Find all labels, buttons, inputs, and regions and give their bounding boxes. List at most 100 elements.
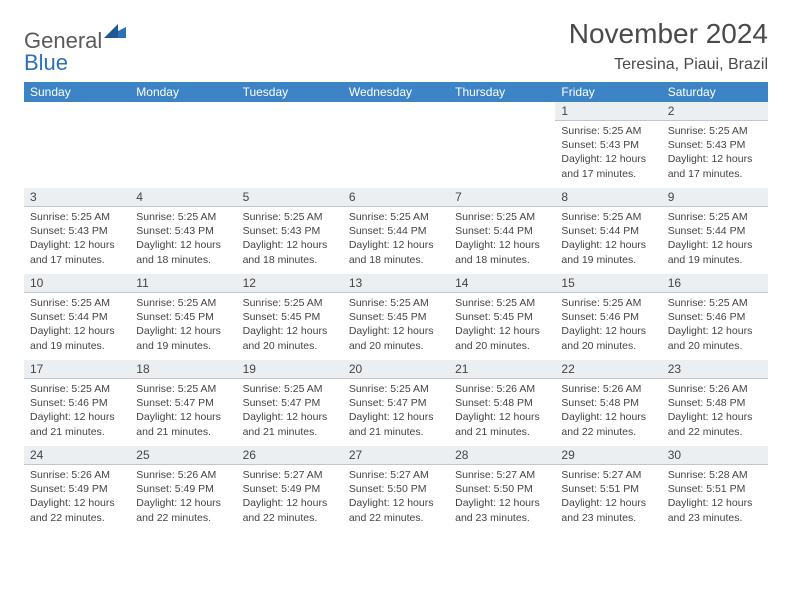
calendar-head: SundayMondayTuesdayWednesdayThursdayFrid… xyxy=(24,82,768,102)
calendar-day-cell: 22Sunrise: 5:26 AMSunset: 5:48 PMDayligh… xyxy=(555,360,661,446)
day-number: 24 xyxy=(24,446,130,465)
calendar-day-cell: 11Sunrise: 5:25 AMSunset: 5:45 PMDayligh… xyxy=(130,274,236,360)
header: General Blue November 2024 Teresina, Pia… xyxy=(24,18,768,74)
calendar-week-row: 3Sunrise: 5:25 AMSunset: 5:43 PMDaylight… xyxy=(24,188,768,274)
calendar-day-cell: . xyxy=(343,102,449,188)
day-number: 3 xyxy=(24,188,130,207)
day-number: 30 xyxy=(662,446,768,465)
day-number: 18 xyxy=(130,360,236,379)
day-info: Sunrise: 5:25 AMSunset: 5:47 PMDaylight:… xyxy=(237,379,343,439)
day-number: 6 xyxy=(343,188,449,207)
day-number: 17 xyxy=(24,360,130,379)
weekday-header: Friday xyxy=(555,82,661,102)
day-number: 25 xyxy=(130,446,236,465)
weekday-header: Monday xyxy=(130,82,236,102)
calendar-day-cell: 25Sunrise: 5:26 AMSunset: 5:49 PMDayligh… xyxy=(130,446,236,532)
day-number: 10 xyxy=(24,274,130,293)
day-info: Sunrise: 5:25 AMSunset: 5:44 PMDaylight:… xyxy=(449,207,555,267)
day-number: 28 xyxy=(449,446,555,465)
day-number: 14 xyxy=(449,274,555,293)
calendar-week-row: 10Sunrise: 5:25 AMSunset: 5:44 PMDayligh… xyxy=(24,274,768,360)
calendar-day-cell: 30Sunrise: 5:28 AMSunset: 5:51 PMDayligh… xyxy=(662,446,768,532)
weekday-header: Wednesday xyxy=(343,82,449,102)
day-number: 19 xyxy=(237,360,343,379)
day-info: Sunrise: 5:26 AMSunset: 5:49 PMDaylight:… xyxy=(130,465,236,525)
calendar-day-cell: 14Sunrise: 5:25 AMSunset: 5:45 PMDayligh… xyxy=(449,274,555,360)
day-info: Sunrise: 5:25 AMSunset: 5:44 PMDaylight:… xyxy=(343,207,449,267)
calendar-day-cell: 17Sunrise: 5:25 AMSunset: 5:46 PMDayligh… xyxy=(24,360,130,446)
logo-mark-icon xyxy=(104,24,126,38)
day-number: 21 xyxy=(449,360,555,379)
day-number: 23 xyxy=(662,360,768,379)
logo-text: General Blue xyxy=(24,24,126,74)
month-title: November 2024 xyxy=(569,18,768,50)
weekday-header: Sunday xyxy=(24,82,130,102)
calendar-day-cell: 18Sunrise: 5:25 AMSunset: 5:47 PMDayligh… xyxy=(130,360,236,446)
day-info: Sunrise: 5:25 AMSunset: 5:44 PMDaylight:… xyxy=(555,207,661,267)
day-info: Sunrise: 5:25 AMSunset: 5:45 PMDaylight:… xyxy=(130,293,236,353)
day-number: 15 xyxy=(555,274,661,293)
calendar-day-cell: 20Sunrise: 5:25 AMSunset: 5:47 PMDayligh… xyxy=(343,360,449,446)
day-info: Sunrise: 5:27 AMSunset: 5:49 PMDaylight:… xyxy=(237,465,343,525)
day-info: Sunrise: 5:27 AMSunset: 5:50 PMDaylight:… xyxy=(343,465,449,525)
day-number: 12 xyxy=(237,274,343,293)
calendar-day-cell: . xyxy=(130,102,236,188)
day-number: 1 xyxy=(555,102,661,121)
calendar-day-cell: 5Sunrise: 5:25 AMSunset: 5:43 PMDaylight… xyxy=(237,188,343,274)
day-number: 9 xyxy=(662,188,768,207)
day-number: 16 xyxy=(662,274,768,293)
calendar-day-cell: 10Sunrise: 5:25 AMSunset: 5:44 PMDayligh… xyxy=(24,274,130,360)
day-number: 4 xyxy=(130,188,236,207)
calendar-week-row: 17Sunrise: 5:25 AMSunset: 5:46 PMDayligh… xyxy=(24,360,768,446)
calendar-body: .....1Sunrise: 5:25 AMSunset: 5:43 PMDay… xyxy=(24,102,768,532)
day-info: Sunrise: 5:25 AMSunset: 5:43 PMDaylight:… xyxy=(555,121,661,181)
day-info: Sunrise: 5:25 AMSunset: 5:43 PMDaylight:… xyxy=(24,207,130,267)
day-info: Sunrise: 5:25 AMSunset: 5:45 PMDaylight:… xyxy=(237,293,343,353)
logo: General Blue xyxy=(24,24,126,74)
day-number: 27 xyxy=(343,446,449,465)
day-info: Sunrise: 5:25 AMSunset: 5:47 PMDaylight:… xyxy=(130,379,236,439)
calendar-day-cell: 12Sunrise: 5:25 AMSunset: 5:45 PMDayligh… xyxy=(237,274,343,360)
day-number: 29 xyxy=(555,446,661,465)
calendar-day-cell: 3Sunrise: 5:25 AMSunset: 5:43 PMDaylight… xyxy=(24,188,130,274)
day-info: Sunrise: 5:26 AMSunset: 5:48 PMDaylight:… xyxy=(449,379,555,439)
day-info: Sunrise: 5:25 AMSunset: 5:44 PMDaylight:… xyxy=(24,293,130,353)
calendar-day-cell: 13Sunrise: 5:25 AMSunset: 5:45 PMDayligh… xyxy=(343,274,449,360)
calendar-day-cell: 21Sunrise: 5:26 AMSunset: 5:48 PMDayligh… xyxy=(449,360,555,446)
day-info: Sunrise: 5:25 AMSunset: 5:44 PMDaylight:… xyxy=(662,207,768,267)
day-number: 5 xyxy=(237,188,343,207)
day-info: Sunrise: 5:26 AMSunset: 5:48 PMDaylight:… xyxy=(662,379,768,439)
day-info: Sunrise: 5:25 AMSunset: 5:46 PMDaylight:… xyxy=(662,293,768,353)
day-number: 8 xyxy=(555,188,661,207)
calendar-day-cell: 28Sunrise: 5:27 AMSunset: 5:50 PMDayligh… xyxy=(449,446,555,532)
logo-word-2: Blue xyxy=(24,50,68,75)
day-number: 26 xyxy=(237,446,343,465)
day-info: Sunrise: 5:25 AMSunset: 5:46 PMDaylight:… xyxy=(24,379,130,439)
day-number: 13 xyxy=(343,274,449,293)
calendar-day-cell: 26Sunrise: 5:27 AMSunset: 5:49 PMDayligh… xyxy=(237,446,343,532)
day-info: Sunrise: 5:27 AMSunset: 5:50 PMDaylight:… xyxy=(449,465,555,525)
day-info: Sunrise: 5:26 AMSunset: 5:48 PMDaylight:… xyxy=(555,379,661,439)
calendar-day-cell: 19Sunrise: 5:25 AMSunset: 5:47 PMDayligh… xyxy=(237,360,343,446)
calendar-day-cell: 8Sunrise: 5:25 AMSunset: 5:44 PMDaylight… xyxy=(555,188,661,274)
calendar-day-cell: 27Sunrise: 5:27 AMSunset: 5:50 PMDayligh… xyxy=(343,446,449,532)
calendar-day-cell: . xyxy=(449,102,555,188)
day-info: Sunrise: 5:25 AMSunset: 5:45 PMDaylight:… xyxy=(449,293,555,353)
calendar-week-row: .....1Sunrise: 5:25 AMSunset: 5:43 PMDay… xyxy=(24,102,768,188)
day-number: 20 xyxy=(343,360,449,379)
location: Teresina, Piaui, Brazil xyxy=(569,56,768,74)
day-number: 2 xyxy=(662,102,768,121)
day-info: Sunrise: 5:28 AMSunset: 5:51 PMDaylight:… xyxy=(662,465,768,525)
calendar-week-row: 24Sunrise: 5:26 AMSunset: 5:49 PMDayligh… xyxy=(24,446,768,532)
weekday-header: Tuesday xyxy=(237,82,343,102)
day-info: Sunrise: 5:25 AMSunset: 5:45 PMDaylight:… xyxy=(343,293,449,353)
calendar-table: SundayMondayTuesdayWednesdayThursdayFrid… xyxy=(24,82,768,532)
day-info: Sunrise: 5:27 AMSunset: 5:51 PMDaylight:… xyxy=(555,465,661,525)
day-info: Sunrise: 5:25 AMSunset: 5:43 PMDaylight:… xyxy=(237,207,343,267)
day-info: Sunrise: 5:25 AMSunset: 5:43 PMDaylight:… xyxy=(130,207,236,267)
calendar-day-cell: 4Sunrise: 5:25 AMSunset: 5:43 PMDaylight… xyxy=(130,188,236,274)
calendar-day-cell: 24Sunrise: 5:26 AMSunset: 5:49 PMDayligh… xyxy=(24,446,130,532)
calendar-day-cell: 29Sunrise: 5:27 AMSunset: 5:51 PMDayligh… xyxy=(555,446,661,532)
calendar-day-cell: 2Sunrise: 5:25 AMSunset: 5:43 PMDaylight… xyxy=(662,102,768,188)
day-number: 22 xyxy=(555,360,661,379)
